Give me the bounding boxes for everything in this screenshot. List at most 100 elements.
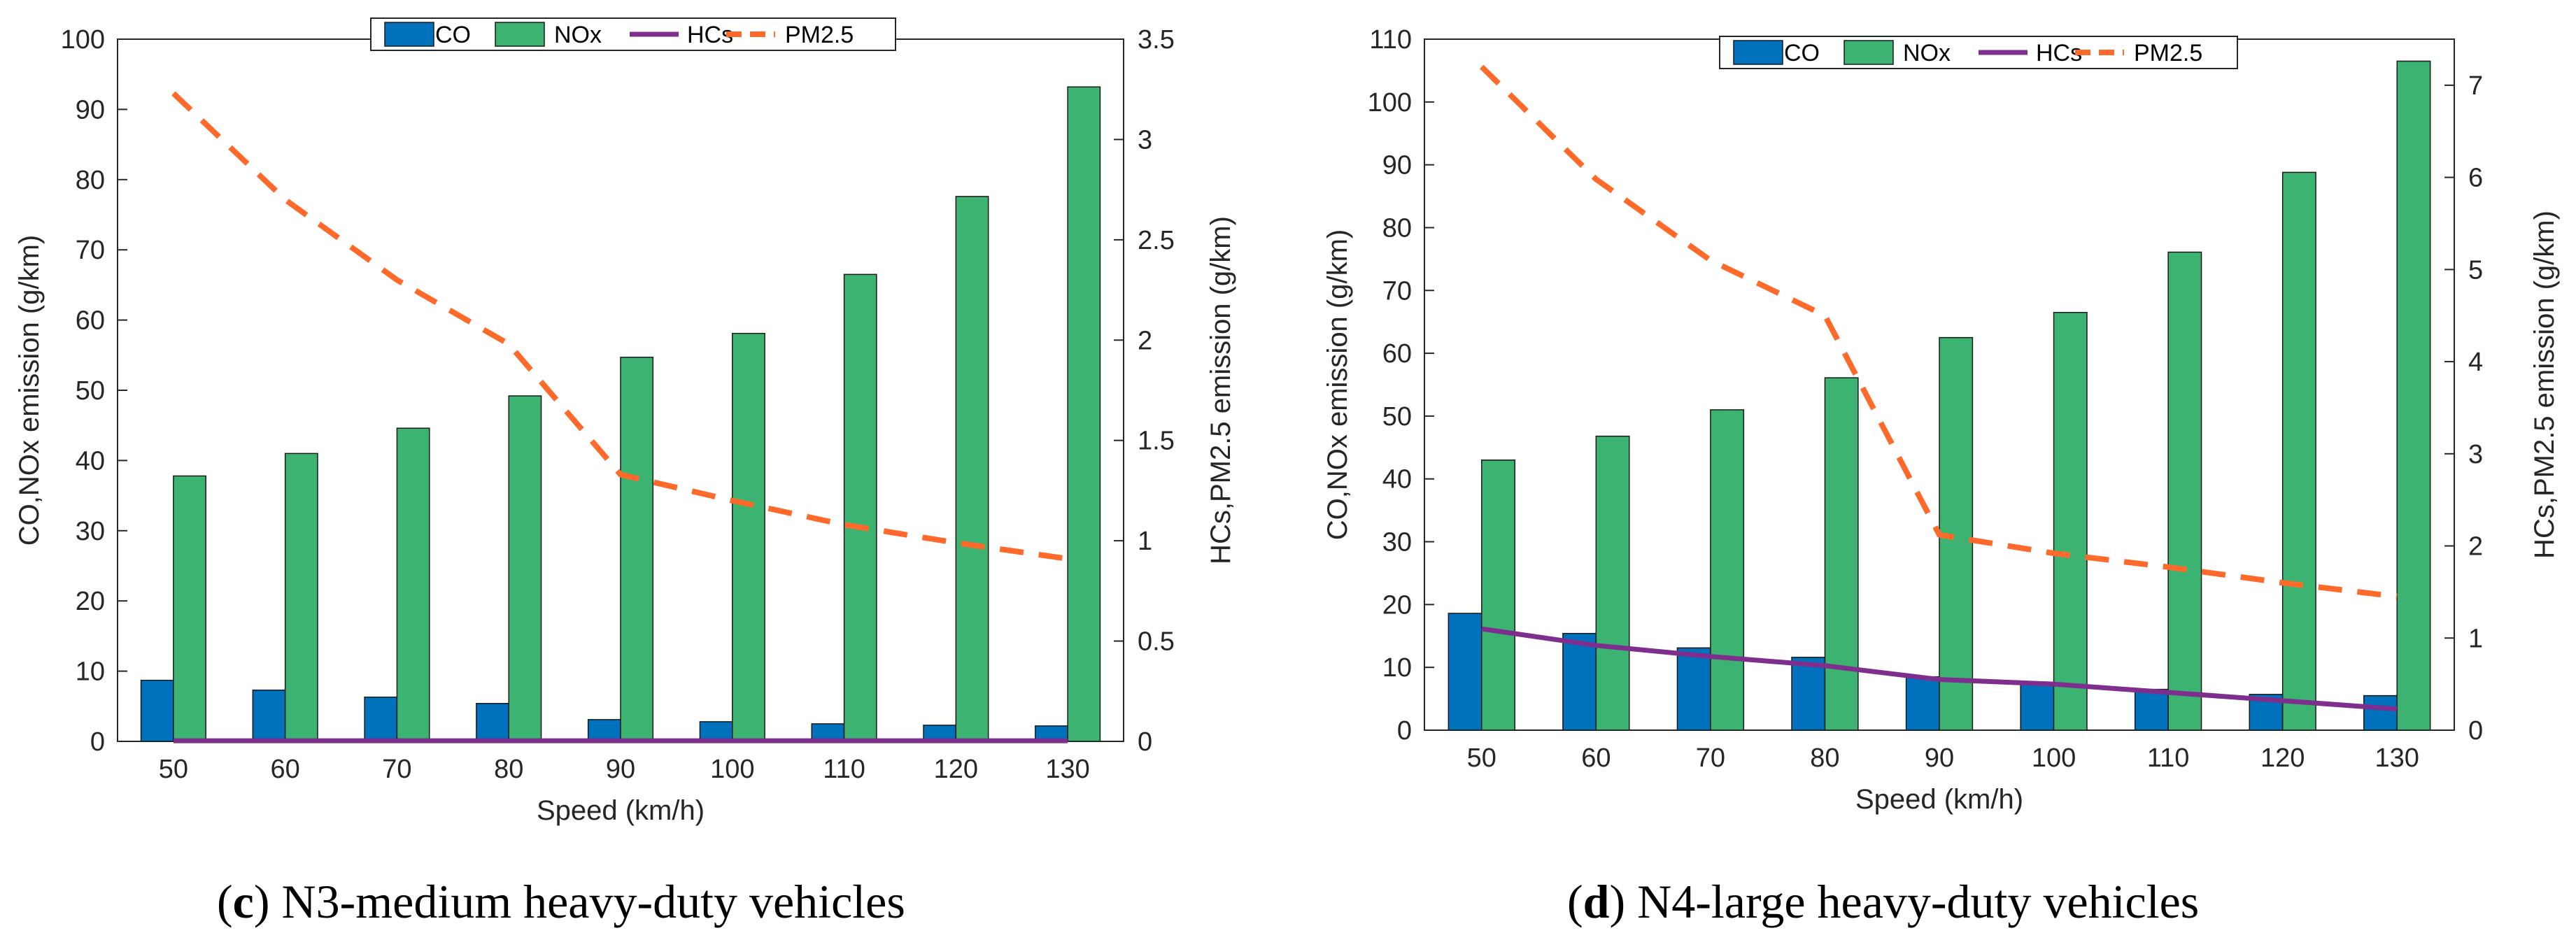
panel-caption: (d) N4-large heavy-duty vehicles (1567, 875, 2199, 928)
x-tick-label: 130 (1045, 755, 1089, 784)
bar-co (476, 703, 509, 742)
x-tick-label: 50 (1467, 743, 1496, 773)
y-left-tick-label: 40 (76, 446, 105, 476)
y-left-tick-label: 70 (76, 236, 105, 265)
chart-panel-d: 0 10 20 30 40 50 60 70 80 90 100 110 0 1 2 3 4 5 6 7 50 60 70 8… (1322, 25, 2560, 928)
chart-panel-c: 0 10 20 30 40 50 60 70 80 90 100 0 0.5 1 1.5 2 2.5 3 3.5 50… (14, 17, 1236, 928)
legend-label-nox: NOx (1903, 40, 1951, 66)
y-left-tick-label: 100 (61, 25, 105, 55)
bar-nox (1595, 435, 1630, 731)
y-right-tick-label: 2 (2468, 532, 2483, 562)
legend-label-hcs: HCs (2036, 40, 2082, 66)
legend-label-pm25: PM2.5 (785, 22, 854, 48)
panel-caption: (c) N3-medium heavy-duty vehicles (217, 875, 905, 928)
legend-label-co: CO (435, 22, 471, 48)
bar-co (1791, 657, 1826, 731)
legend: CO NOx HCs PM2.5 (370, 17, 896, 51)
bar-nox (1710, 409, 1745, 731)
y-left-tick-label: 90 (1382, 151, 1412, 180)
x-tick-label: 120 (2260, 743, 2305, 773)
bar-co (252, 689, 286, 742)
x-axis-label: Speed (km/h) (537, 795, 705, 826)
y-left-axis-label: CO,NOx emission (g/km) (14, 235, 45, 546)
bar-co (587, 719, 621, 742)
x-tick-label: 130 (2375, 743, 2419, 773)
legend-swatch-co (1733, 40, 1783, 65)
panel-letter: d (1583, 875, 1610, 928)
y-left-tick-label: 80 (1382, 213, 1412, 243)
y-right-tick-label: 0.5 (1138, 627, 1175, 657)
line-hcs (1481, 626, 2398, 712)
x-tick-label: 90 (1925, 743, 1954, 773)
x-axis-label: Speed (km/h) (1855, 784, 2023, 815)
x-tick-label: 90 (606, 755, 635, 784)
line-pm25 (171, 91, 1068, 562)
legend-swatch-co (384, 22, 434, 47)
y-left-tick-label: 20 (76, 587, 105, 616)
bar-nox (732, 332, 765, 742)
legend-label-hcs: HCs (687, 22, 733, 48)
y-right-tick-label: 0 (2468, 716, 2483, 746)
bar-nox (620, 357, 654, 742)
y-right-axis-label: HCs,PM2.5 emission (g/km) (1205, 216, 1236, 564)
y-left-tick-label: 50 (1382, 402, 1412, 432)
y-left-tick-label: 40 (1382, 465, 1412, 494)
panel-letter: c (233, 875, 254, 928)
y-left-tick-label: 0 (1397, 716, 1412, 746)
y-right-tick-label: 4 (2468, 348, 2483, 377)
bar-co (1905, 676, 1940, 731)
bar-co (1676, 647, 1711, 731)
x-tick-label: 110 (2147, 743, 2190, 773)
y-right-tick-label: 6 (2468, 164, 2483, 193)
y-right-axis-label: HCs,PM2.5 emission (g/km) (2529, 211, 2560, 559)
bar-nox (396, 427, 430, 742)
bar-nox (1481, 460, 1515, 731)
x-tick-label: 60 (271, 755, 300, 784)
legend-swatch-nox (1843, 40, 1894, 65)
y-right-tick-label: 1 (2468, 624, 2483, 653)
bar-nox (1067, 86, 1101, 742)
x-tick-label: 120 (934, 755, 978, 784)
x-tick-label: 80 (494, 755, 523, 784)
legend-label-co: CO (1784, 40, 1820, 66)
x-tick-label: 100 (710, 755, 754, 784)
y-right-tick-label: 1.5 (1138, 427, 1175, 456)
y-left-tick-label: 100 (1368, 88, 1412, 118)
y-right-tick-label: 2.5 (1138, 226, 1175, 255)
x-tick-label: 70 (1696, 743, 1725, 773)
y-left-tick-label: 0 (90, 727, 105, 757)
y-left-tick-label: 90 (76, 95, 105, 124)
y-right-tick-label: 7 (2468, 71, 2483, 101)
bar-nox (2167, 251, 2202, 731)
y-left-tick-label: 10 (76, 657, 105, 687)
bar-co (1448, 613, 1482, 731)
bar-nox (173, 475, 206, 742)
legend-swatch-nox (495, 22, 545, 47)
y-left-axis-label: CO,NOx emission (g/km) (1322, 229, 1353, 541)
y-left-tick-label: 110 (1369, 25, 1412, 55)
bar-nox (2053, 311, 2088, 731)
y-left-tick-label: 80 (76, 166, 105, 195)
y-left-tick-label: 60 (76, 306, 105, 336)
bar-nox (2281, 171, 2316, 731)
bar-co (2363, 695, 2398, 731)
bar-nox (284, 453, 318, 742)
bar-nox (843, 273, 877, 742)
bar-co (1562, 632, 1597, 731)
x-tick-label: 60 (1581, 743, 1611, 773)
legend-label-nox: NOx (554, 22, 602, 48)
y-left-tick-label: 20 (1382, 590, 1412, 620)
y-right-tick-label: 3 (1138, 125, 1152, 155)
legend-label-pm25: PM2.5 (2134, 40, 2202, 66)
y-left-tick-label: 50 (76, 376, 105, 406)
y-left-tick-label: 30 (1382, 528, 1412, 557)
y-right-tick-label: 2 (1138, 326, 1152, 355)
bar-nox (1824, 377, 1859, 731)
bar-nox (955, 196, 989, 742)
bar-co (2020, 681, 2055, 731)
y-right-tick-label: 5 (2468, 255, 2483, 285)
y-right-tick-label: 3.5 (1138, 25, 1175, 55)
x-tick-label: 50 (159, 755, 188, 784)
y-right-tick-label: 1 (1138, 527, 1152, 556)
